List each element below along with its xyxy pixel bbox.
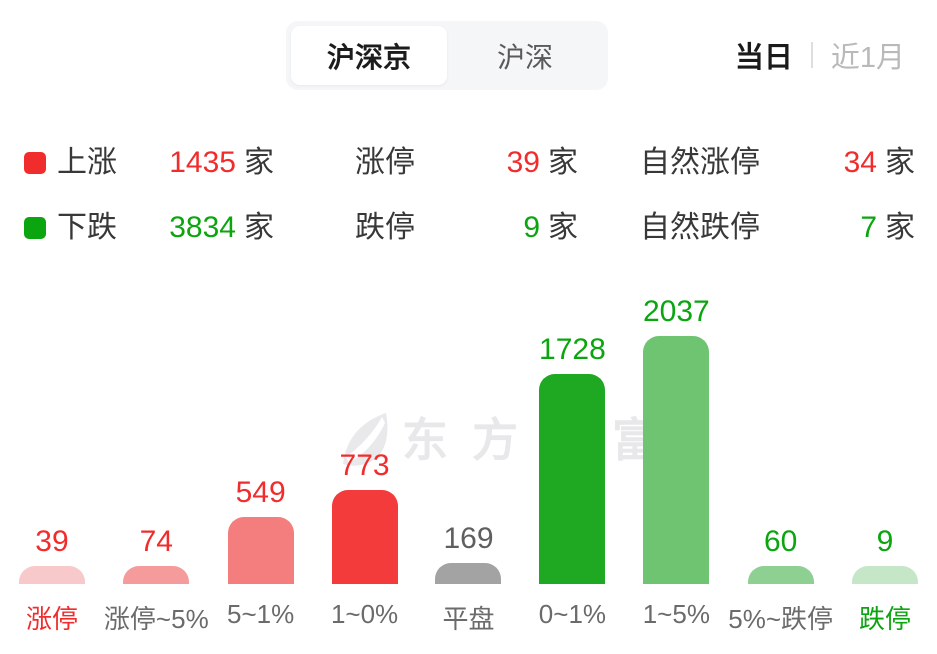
bar-value: 2037 — [642, 295, 710, 328]
bar-value: 773 — [339, 449, 390, 482]
bar — [18, 566, 85, 584]
decliners-legend-square-icon — [24, 217, 46, 239]
advancers-stat-row: 上涨 1435 家 涨停 39 家 自然涨停 34 家 — [0, 143, 937, 183]
bar-category-label: 跌停 — [859, 604, 912, 634]
unit-label: 家 — [885, 146, 915, 179]
bar-category-label: 1~5% — [642, 599, 710, 629]
bar-column-7: 2037 1~5% — [624, 274, 728, 654]
natural-limit-down-label: 自然跌停 — [640, 211, 760, 244]
bar — [747, 566, 814, 584]
bar-category-label: 5~1% — [227, 599, 295, 629]
advancers-legend-square-icon — [24, 152, 46, 174]
advancers-count: 1435 — [169, 146, 236, 179]
bar — [643, 336, 710, 584]
updown-distribution-bar-chart: 39 涨停 74 涨停~5% 549 5~1% 773 1~0% 169 平盘 1728 0~1% 20… — [0, 274, 937, 654]
bar — [435, 563, 502, 584]
period-toggle: 当日 近1月 — [735, 30, 905, 80]
bar-value: 169 — [443, 522, 494, 555]
unit-label: 家 — [548, 146, 578, 179]
bar-column-8: 60 5%~跌停 — [728, 274, 833, 654]
tab-hu-shen-jing[interactable]: 沪深京 — [291, 26, 447, 85]
unit-label: 家 — [244, 211, 274, 244]
bar-value: 1728 — [539, 333, 606, 366]
limit-down-count: 9 — [523, 211, 540, 244]
bar — [852, 566, 919, 584]
bar — [331, 490, 398, 584]
decliners-stat-row: 下跌 3834 家 跌停 9 家 自然跌停 7 家 — [0, 208, 937, 248]
bar-column-4: 773 1~0% — [313, 274, 417, 654]
unit-label: 家 — [548, 211, 578, 244]
advancers-label: 上涨 — [57, 146, 117, 179]
bar-value: 9 — [876, 525, 894, 558]
unit-label: 家 — [885, 211, 915, 244]
period-1-month[interactable]: 近1月 — [830, 42, 905, 74]
bar-value: 60 — [763, 525, 798, 558]
natural-limit-up-count: 34 — [843, 146, 877, 179]
bar — [123, 566, 190, 584]
bar-category-label: 0~1% — [538, 599, 607, 629]
tab-hu-shen[interactable]: 沪深 — [496, 41, 553, 73]
bar-value: 549 — [235, 476, 286, 509]
bar-category-label: 平盘 — [442, 604, 495, 634]
bar-column-6: 1728 0~1% — [520, 274, 624, 654]
bar-value: 74 — [139, 525, 173, 558]
bar — [539, 374, 606, 584]
bar-column-1: 39 涨停 — [0, 274, 104, 654]
bar-column-3: 549 5~1% — [209, 274, 313, 654]
bar-category-label: 5%~跌停 — [728, 604, 834, 634]
unit-label: 家 — [244, 146, 274, 179]
bar-category-label: 1~0% — [330, 599, 399, 629]
bar-column-5: 169 平盘 — [417, 274, 521, 654]
bar-column-9: 9 跌停 — [833, 274, 937, 654]
decliners-label: 下跌 — [57, 211, 117, 244]
limit-up-label: 涨停 — [355, 146, 415, 179]
period-today[interactable]: 当日 — [734, 42, 793, 74]
bar-column-2: 74 涨停~5% — [104, 274, 209, 654]
limit-up-count: 39 — [506, 146, 540, 179]
limit-down-label: 跌停 — [355, 211, 415, 244]
bar — [227, 517, 294, 584]
natural-limit-down-count: 7 — [860, 211, 877, 244]
market-scope-tabs: 沪深京 沪深 — [286, 21, 608, 90]
bar-value: 39 — [35, 525, 69, 558]
bar-category-label: 涨停 — [25, 604, 78, 634]
natural-limit-up-label: 自然涨停 — [640, 146, 760, 179]
divider — [810, 42, 813, 68]
decliners-count: 3834 — [169, 211, 236, 244]
bar-category-label: 涨停~5% — [103, 604, 209, 634]
